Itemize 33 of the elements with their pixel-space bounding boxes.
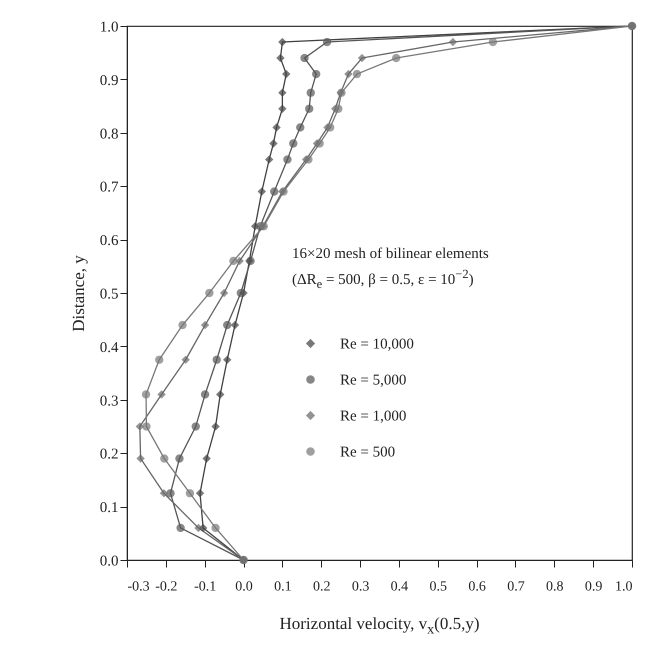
x-tick-label: 0.8 [546,580,564,594]
annotation: 16×20 mesh of bilinear elements [292,245,489,264]
annotation: (ΔR$_{e}$ = 500, β = 0.5, ε = 10$^{−2}$) [292,266,475,293]
x-tick-label: 0.0 [235,580,253,594]
x-tick-label: 0.4 [390,580,408,594]
x-tick-label: -0.2 [155,580,178,594]
y-tick-label: 0.8 [100,126,118,142]
y-tick-label: 0.2 [100,446,118,463]
x-tick-label: 0.9 [584,580,602,594]
x-tick-label: 1.0 [615,580,632,594]
legend-label: Re = 10,000 [340,336,414,352]
x-tick-label: 0.6 [468,580,486,594]
y-tick-label: 0.1 [100,500,118,516]
x-axis-title: Horizontal velocity, v$_{x}$(0.5,y) [278,614,480,638]
x-tick-label: -0.3 [128,580,150,594]
y-axis-title: Distance, y [68,254,88,332]
x-tick-label: 0.1 [274,580,292,594]
y-tick-label: 1.0 [100,20,118,36]
y-tick-label: 0.4 [100,340,119,356]
x-tick-label: 0.7 [507,580,525,594]
legend-label: Re = 1,000 [340,408,406,424]
x-tick-label: 0.2 [312,580,330,594]
x-tick-label: -0.1 [194,580,216,594]
y-tick-label: 0.7 [100,180,119,196]
y-tick-label: 0.0 [100,554,118,570]
x-tick-label: 0.5 [430,580,448,594]
legend-label: Re = 5,000 [340,372,406,388]
y-tick-label: 0.3 [100,393,118,410]
y-tick-label: 0.5 [100,286,118,302]
y-tick-label: 0.6 [100,233,119,250]
legend-label: Re = 500 [340,444,396,460]
y-tick-label: 0.9 [100,72,118,89]
x-tick-label: 0.3 [352,580,370,594]
